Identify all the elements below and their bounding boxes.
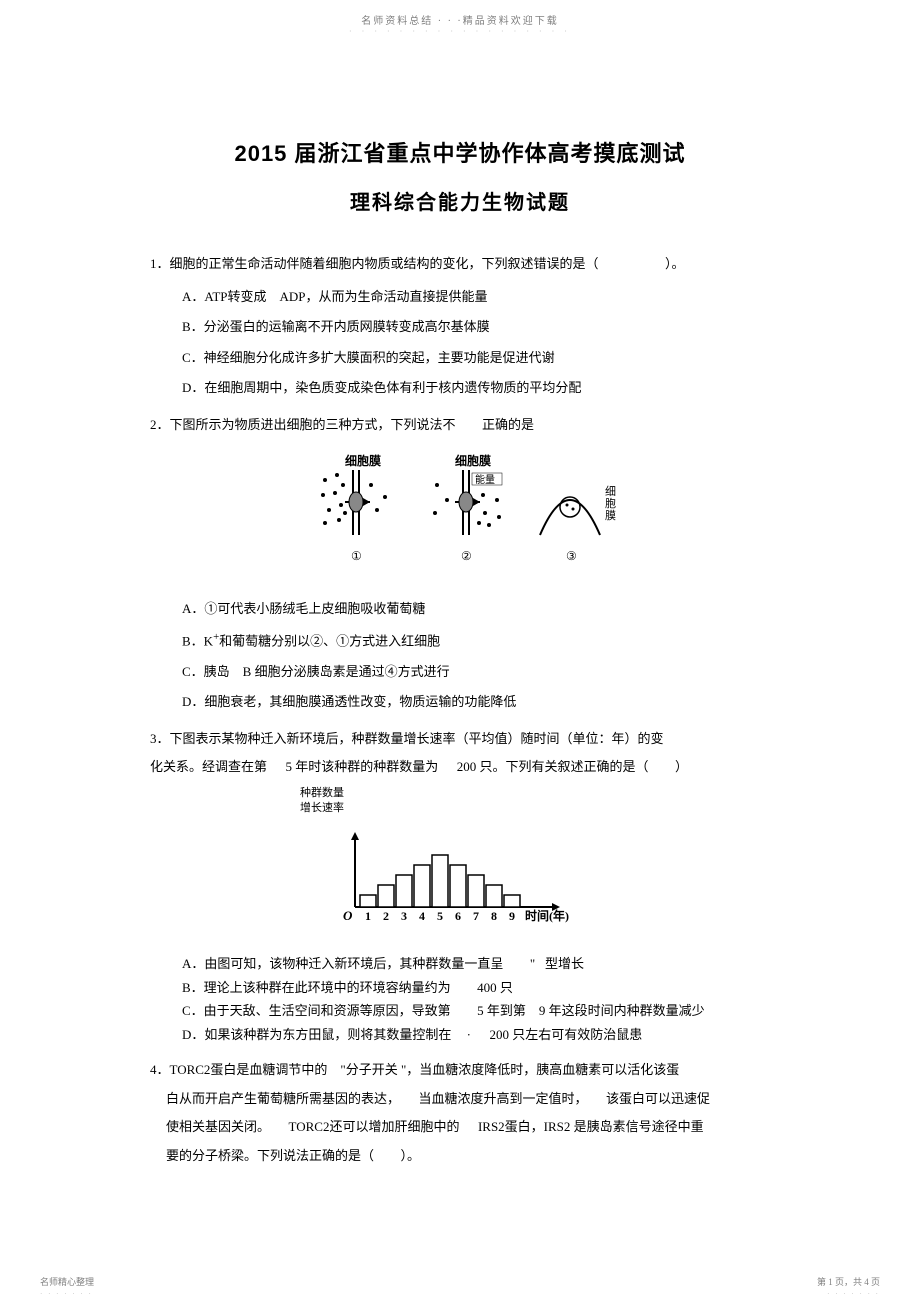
q3-x-axis-label: 时间(年) xyxy=(525,908,569,923)
q4-l4b: ）。 xyxy=(401,1148,421,1163)
q2-stem-b: 正确的是 xyxy=(482,417,534,432)
q4-l3a: 使相关基因关闭。 xyxy=(166,1119,270,1134)
q3-optB-a: B．理论上该种群在此环境中的环境容纳量约为 xyxy=(182,980,451,995)
q4-l2c: 该蛋白可以迅速促 xyxy=(606,1091,710,1106)
q1-option-c: C．神经细胞分化成许多扩大膜面积的突起，主要功能是促进代谢 xyxy=(150,344,770,373)
q2-energy-label: 能量 xyxy=(475,473,495,486)
question-1: 1．细胞的正常生命活动伴随着细胞内物质或结构的变化，下列叙述错误的是（ ）。 A… xyxy=(150,250,770,403)
q2-option-a: A．①可代表小肠绒毛上皮细胞吸收葡萄糖 xyxy=(150,595,770,624)
q3-stem-l2b: 5 年时该种群的种群数量为 xyxy=(286,759,439,774)
q4-l2a: 白从而开启产生葡萄糖所需基因的表达， xyxy=(166,1091,400,1106)
q3-option-d: D．如果该种群为东方田鼠，则将其数量控制在 · 200 只左右可有效防治鼠患 xyxy=(150,1023,770,1046)
q3-optB-b: 400 只 xyxy=(477,980,513,995)
footer-left: 名师精心整理 xyxy=(40,1275,94,1288)
q2-stem: 2．下图所示为物质进出细胞的三种方式，下列说法不 正确的是 xyxy=(150,411,770,440)
q1-option-b: B．分泌蛋白的运输离不开内质网膜转变成高尔基体膜 xyxy=(150,313,770,342)
q2-circle2: ② xyxy=(461,549,472,563)
svg-text:1: 1 xyxy=(365,909,371,923)
q2-option-c: C．胰岛 B 细胞分泌胰岛素是通过④方式进行 xyxy=(150,658,770,687)
document-content: 2015 届浙江省重点中学协作体高考摸底测试 理科综合能力生物试题 1．细胞的正… xyxy=(0,36,920,1238)
q2-optB-a: B．K xyxy=(182,633,213,648)
footer-dots-left: · · · · · · · xyxy=(40,1290,93,1298)
q1-stem: 1．细胞的正常生命活动伴随着细胞内物质或结构的变化，下列叙述错误的是（ ）。 xyxy=(150,250,770,279)
q4-line2: 白从而开启产生葡萄糖所需基因的表达， 当血糖浓度升高到一定值时， 该蛋白可以迅速… xyxy=(150,1085,770,1114)
q3-option-c: C．由于天敌、生活空间和资源等原因，导致第 5 年到第 9 年这段时间内种群数量… xyxy=(150,999,770,1022)
q4-l3b: TORC2还可以增加肝细胞中的 xyxy=(289,1119,460,1134)
q3-y-axis-label: 种群数量 增长速率 xyxy=(300,786,770,817)
header-dots: · · · · · · · · · · · · · · · · · · xyxy=(0,27,920,36)
q2-optB-b: 和葡萄糖分别以②、①方式进入红细胞 xyxy=(219,633,440,648)
q3-optC-b: 5 年到第 9 年这段时间内种群数量减少 xyxy=(477,1003,705,1018)
svg-text:7: 7 xyxy=(473,909,479,923)
q3-stem-line1: 3．下图表示某物种迁入新环境后，种群数量增长速率（平均值）随时间（单位：年）的变 xyxy=(150,725,770,754)
q3-option-a: A．由图可知，该物种迁入新环境后，其种群数量一直呈 " 型增长 xyxy=(150,952,770,975)
svg-text:2: 2 xyxy=(383,909,389,923)
svg-text:5: 5 xyxy=(437,909,443,923)
svg-text:9: 9 xyxy=(509,909,515,923)
q2-circle1: ① xyxy=(351,549,362,563)
q3-stem-l2d: ） xyxy=(675,759,688,774)
q2-label3-3: 膜 xyxy=(605,509,616,522)
q3-chart-svg: 123456789 O 时间(年) xyxy=(330,827,590,927)
q3-stem: 3．下图表示某物种迁入新环境后，种群数量增长速率（平均值）随时间（单位：年）的变… xyxy=(150,725,770,782)
q2-label3-2: 胞 xyxy=(605,497,616,510)
q3-origin: O xyxy=(343,908,353,923)
q3-optD-a: D．如果该种群为东方田鼠，则将其数量控制在 xyxy=(182,1027,451,1042)
q1-stem-text: 1．细胞的正常生命活动伴随着细胞内物质或结构的变化，下列叙述错误的是（ xyxy=(150,256,599,271)
footer-dots-right: · · · · · · · xyxy=(827,1290,880,1298)
q3-axis-l2: 增长速率 xyxy=(300,802,344,814)
q4-line4: 要的分子桥梁。下列说法正确的是（ ）。 xyxy=(150,1142,770,1171)
header-note: 名师资料总结 · · ·精品资料欢迎下载 xyxy=(0,0,920,27)
title-sub: 理科综合能力生物试题 xyxy=(150,186,770,215)
q4-line1: 4．TORC2蛋白是血糖调节中的 "分子开关 "，当血糖浓度降低时，胰高血糖素可… xyxy=(150,1056,770,1085)
question-4: 4．TORC2蛋白是血糖调节中的 "分子开关 "，当血糖浓度降低时，胰高血糖素可… xyxy=(150,1056,770,1170)
q4-l4a: 要的分子桥梁。下列说法正确的是（ xyxy=(166,1148,374,1163)
q3-axis-l1: 种群数量 xyxy=(300,787,344,799)
svg-text:4: 4 xyxy=(419,909,425,923)
q3-optA-b: " xyxy=(530,956,535,971)
q2-stem-a: 2．下图所示为物质进出细胞的三种方式，下列说法不 xyxy=(150,417,456,432)
q2-label3-1: 细 xyxy=(605,485,616,498)
svg-text:3: 3 xyxy=(401,909,407,923)
question-2: 2．下图所示为物质进出细胞的三种方式，下列说法不 正确的是 细胞膜 xyxy=(150,411,770,717)
q3-optA-c: 型增长 xyxy=(545,956,584,971)
q3-figure-area: 种群数量 增长速率 123456789 O 时间(年) xyxy=(150,786,770,937)
footer-right: 第 1 页，共 4 页 xyxy=(817,1275,880,1288)
svg-text:8: 8 xyxy=(491,909,497,923)
q2-option-d: D．细胞衰老，其细胞膜通透性改变，物质运输的功能降低 xyxy=(150,688,770,717)
q3-stem-line2: 化关系。经调查在第 5 年时该种群的种群数量为 200 只。下列有关叙述正确的是… xyxy=(150,753,770,782)
q4-line3: 使相关基因关闭。 TORC2还可以增加肝细胞中的 IRS2蛋白，IRS2 是胰岛… xyxy=(150,1113,770,1142)
q2-label2: 细胞膜 xyxy=(455,453,491,468)
q2-label1: 细胞膜 xyxy=(345,453,381,468)
q3-optA-a: A．由图可知，该物种迁入新环境后，其种群数量一直呈 xyxy=(182,956,503,971)
title-main: 2015 届浙江省重点中学协作体高考摸底测试 xyxy=(150,136,770,168)
q3-optC-a: C．由于天敌、生活空间和资源等原因，导致第 xyxy=(182,1003,451,1018)
q1-option-d: D．在细胞周期中，染色质变成染色体有利于核内遗传物质的平均分配 xyxy=(150,374,770,403)
q4-l2b: 当血糖浓度升高到一定值时， xyxy=(419,1091,588,1106)
q3-option-b: B．理论上该种群在此环境中的环境容纳量约为 400 只 xyxy=(150,976,770,999)
q3-stem-l2c: 200 只。下列有关叙述正确的是（ xyxy=(457,759,649,774)
q3-stem-l2a: 化关系。经调查在第 xyxy=(150,759,267,774)
question-3: 3．下图表示某物种迁入新环境后，种群数量增长速率（平均值）随时间（单位：年）的变… xyxy=(150,725,770,1046)
q2-figure: 细胞膜 ① xyxy=(150,450,770,581)
q4-l3c: IRS2蛋白，IRS2 是胰岛素信号途径中重 xyxy=(478,1119,704,1134)
q3-optD-b: 200 只左右可有效防治鼠患 xyxy=(489,1027,642,1042)
svg-text:6: 6 xyxy=(455,909,461,923)
q1-stem-end: ）。 xyxy=(665,256,685,271)
q2-diagram-svg: 细胞膜 ① xyxy=(295,450,625,570)
q1-option-a: A．ATP转变成 ADP，从而为生命活动直接提供能量 xyxy=(150,283,770,312)
q2-circle3: ③ xyxy=(566,549,577,563)
q2-option-b: B．K+和葡萄糖分别以②、①方式进入红细胞 xyxy=(150,626,770,656)
